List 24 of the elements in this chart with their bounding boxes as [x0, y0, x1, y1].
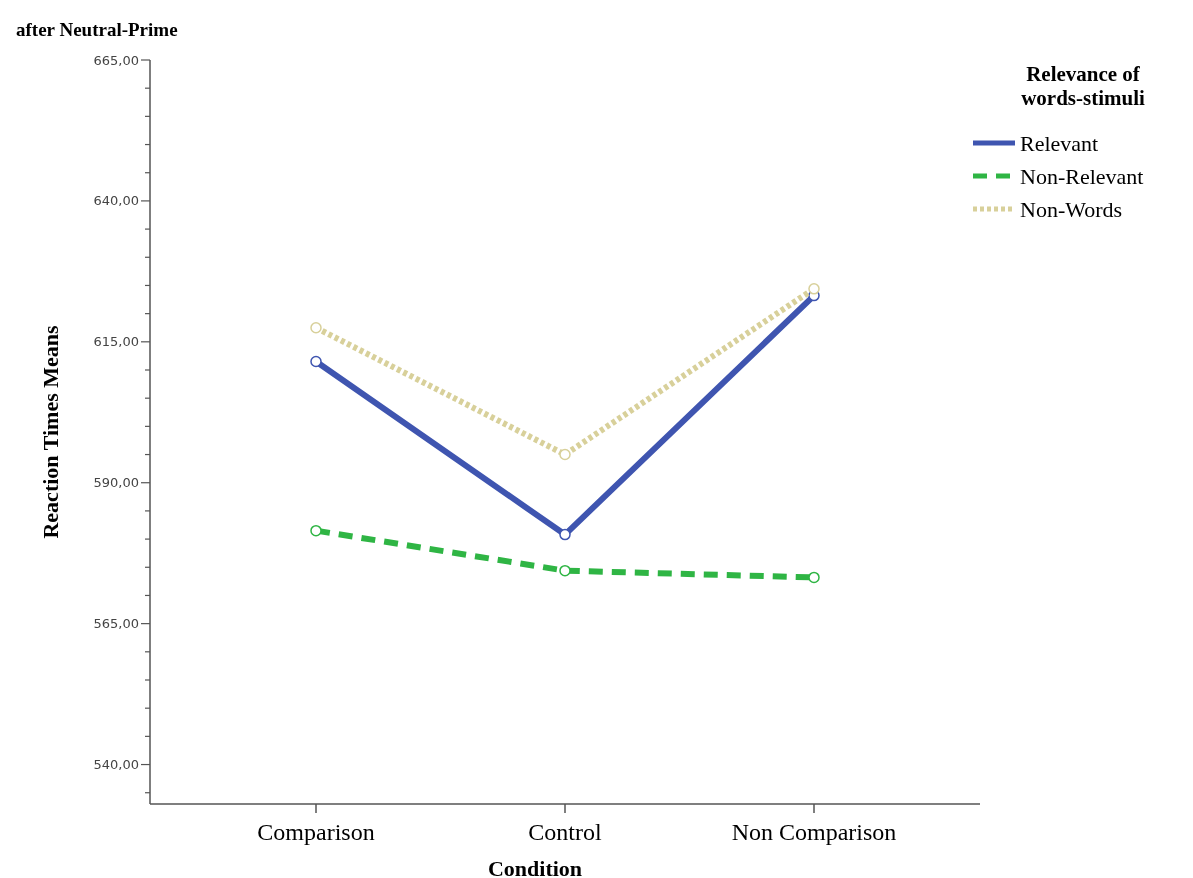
y-tick-label: 640,00 — [93, 193, 139, 209]
point — [559, 564, 571, 577]
point — [559, 448, 571, 461]
y-tick-label: 615,00 — [93, 334, 139, 350]
point — [310, 524, 322, 537]
x-tick-label: Non Comparison — [731, 819, 897, 845]
legend-label: Non-Relevant — [1020, 163, 1144, 189]
x-axis-title: Condition — [487, 856, 583, 878]
y-tick-label: 665,00 — [93, 52, 139, 68]
point — [559, 528, 571, 541]
point — [808, 283, 820, 295]
legend-title: Relevance of words-stimuli — [1021, 62, 1145, 110]
legend-label: Relevant — [1020, 130, 1099, 156]
point — [808, 571, 820, 584]
point — [310, 355, 322, 368]
x-tick-label: Control — [528, 819, 602, 845]
y-tick-label: 565,00 — [93, 616, 139, 632]
legend-label: Non-Words — [1020, 196, 1123, 222]
y-axis-title: Reaction Times Means — [38, 325, 63, 539]
point — [310, 321, 322, 334]
y-tick-label: 590,00 — [93, 475, 139, 491]
x-tick-label: Comparison — [257, 819, 375, 845]
chart-title: after Neutral-Prime — [16, 19, 178, 40]
y-tick-label: 540,00 — [93, 757, 139, 773]
